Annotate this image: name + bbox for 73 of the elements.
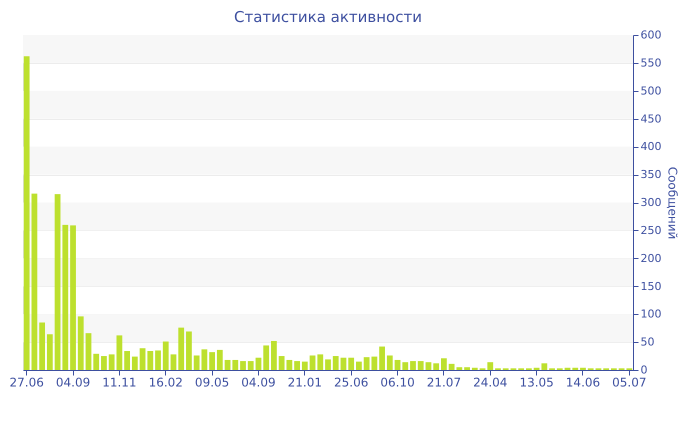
x-tick-label: 25.06 <box>334 376 368 390</box>
bar <box>62 224 68 370</box>
bar <box>54 194 60 370</box>
bar <box>24 56 30 370</box>
bar <box>186 331 192 370</box>
y-tick-label: 600 <box>640 28 662 42</box>
bar <box>132 356 138 370</box>
y-axis-title: Сообщений <box>665 166 680 240</box>
bar <box>194 355 200 370</box>
bar <box>101 356 107 370</box>
bar <box>332 356 339 370</box>
bar <box>178 328 184 370</box>
y-tick-label: 250 <box>640 224 662 237</box>
y-tick-label: 500 <box>640 84 662 98</box>
x-tick-label: 13.05 <box>519 376 554 390</box>
x-tick-label: 11.11 <box>102 376 137 390</box>
bar <box>541 363 548 370</box>
chart-title: Статистика активности <box>234 8 422 26</box>
x-tick-label: 06.10 <box>380 376 415 390</box>
y-tick-label: 550 <box>640 56 662 70</box>
bar <box>487 362 494 370</box>
bar <box>340 358 346 370</box>
y-tick-label: 350 <box>640 168 662 182</box>
bar <box>386 355 393 370</box>
bar <box>248 361 254 370</box>
y-tick-label: 300 <box>640 196 662 209</box>
x-tick-label: 24.04 <box>473 376 508 390</box>
bar <box>402 362 408 370</box>
bar <box>232 360 238 370</box>
y-tick-label: 400 <box>640 140 662 154</box>
x-tick-label: 14.06 <box>566 376 600 390</box>
y-tick-label: 450 <box>640 112 662 126</box>
x-tick-label: 04.09 <box>241 376 276 390</box>
x-tick-label: 05.07 <box>612 376 647 390</box>
y-tick-label: 50 <box>640 336 654 349</box>
bar <box>108 354 115 370</box>
bar <box>256 358 262 370</box>
bar <box>162 342 169 370</box>
x-tick-label: 27.06 <box>9 376 44 390</box>
bar <box>325 359 331 370</box>
bar <box>147 351 154 370</box>
y-tick-label: 150 <box>640 280 662 293</box>
bar <box>224 360 230 370</box>
bar <box>433 363 440 370</box>
bar <box>216 350 223 370</box>
bar <box>263 345 270 370</box>
x-tick-label: 21.07 <box>426 376 462 390</box>
bar <box>348 358 354 370</box>
bar <box>240 361 246 370</box>
bar <box>317 354 324 370</box>
bar <box>418 361 424 370</box>
x-tick-label: 16.02 <box>148 376 183 390</box>
y-tick-label: 100 <box>640 308 662 321</box>
y-tick-label: 0 <box>640 364 648 376</box>
bar <box>46 334 53 370</box>
bar <box>78 316 84 370</box>
bar <box>155 350 161 370</box>
y-tick-label: 200 <box>640 252 662 265</box>
x-tick-label: 21.01 <box>288 376 322 390</box>
bar <box>410 361 416 370</box>
bar <box>394 360 400 370</box>
bar <box>456 367 462 370</box>
bar <box>426 362 432 370</box>
bar <box>310 355 316 370</box>
bar <box>170 354 176 370</box>
bar <box>140 348 146 370</box>
bar <box>70 225 76 370</box>
x-tick-label: 04.09 <box>56 376 90 390</box>
x-tick-label: 09.05 <box>194 376 230 390</box>
bar <box>302 362 308 370</box>
bar <box>93 354 100 370</box>
bar <box>464 367 470 370</box>
bar <box>86 333 92 370</box>
